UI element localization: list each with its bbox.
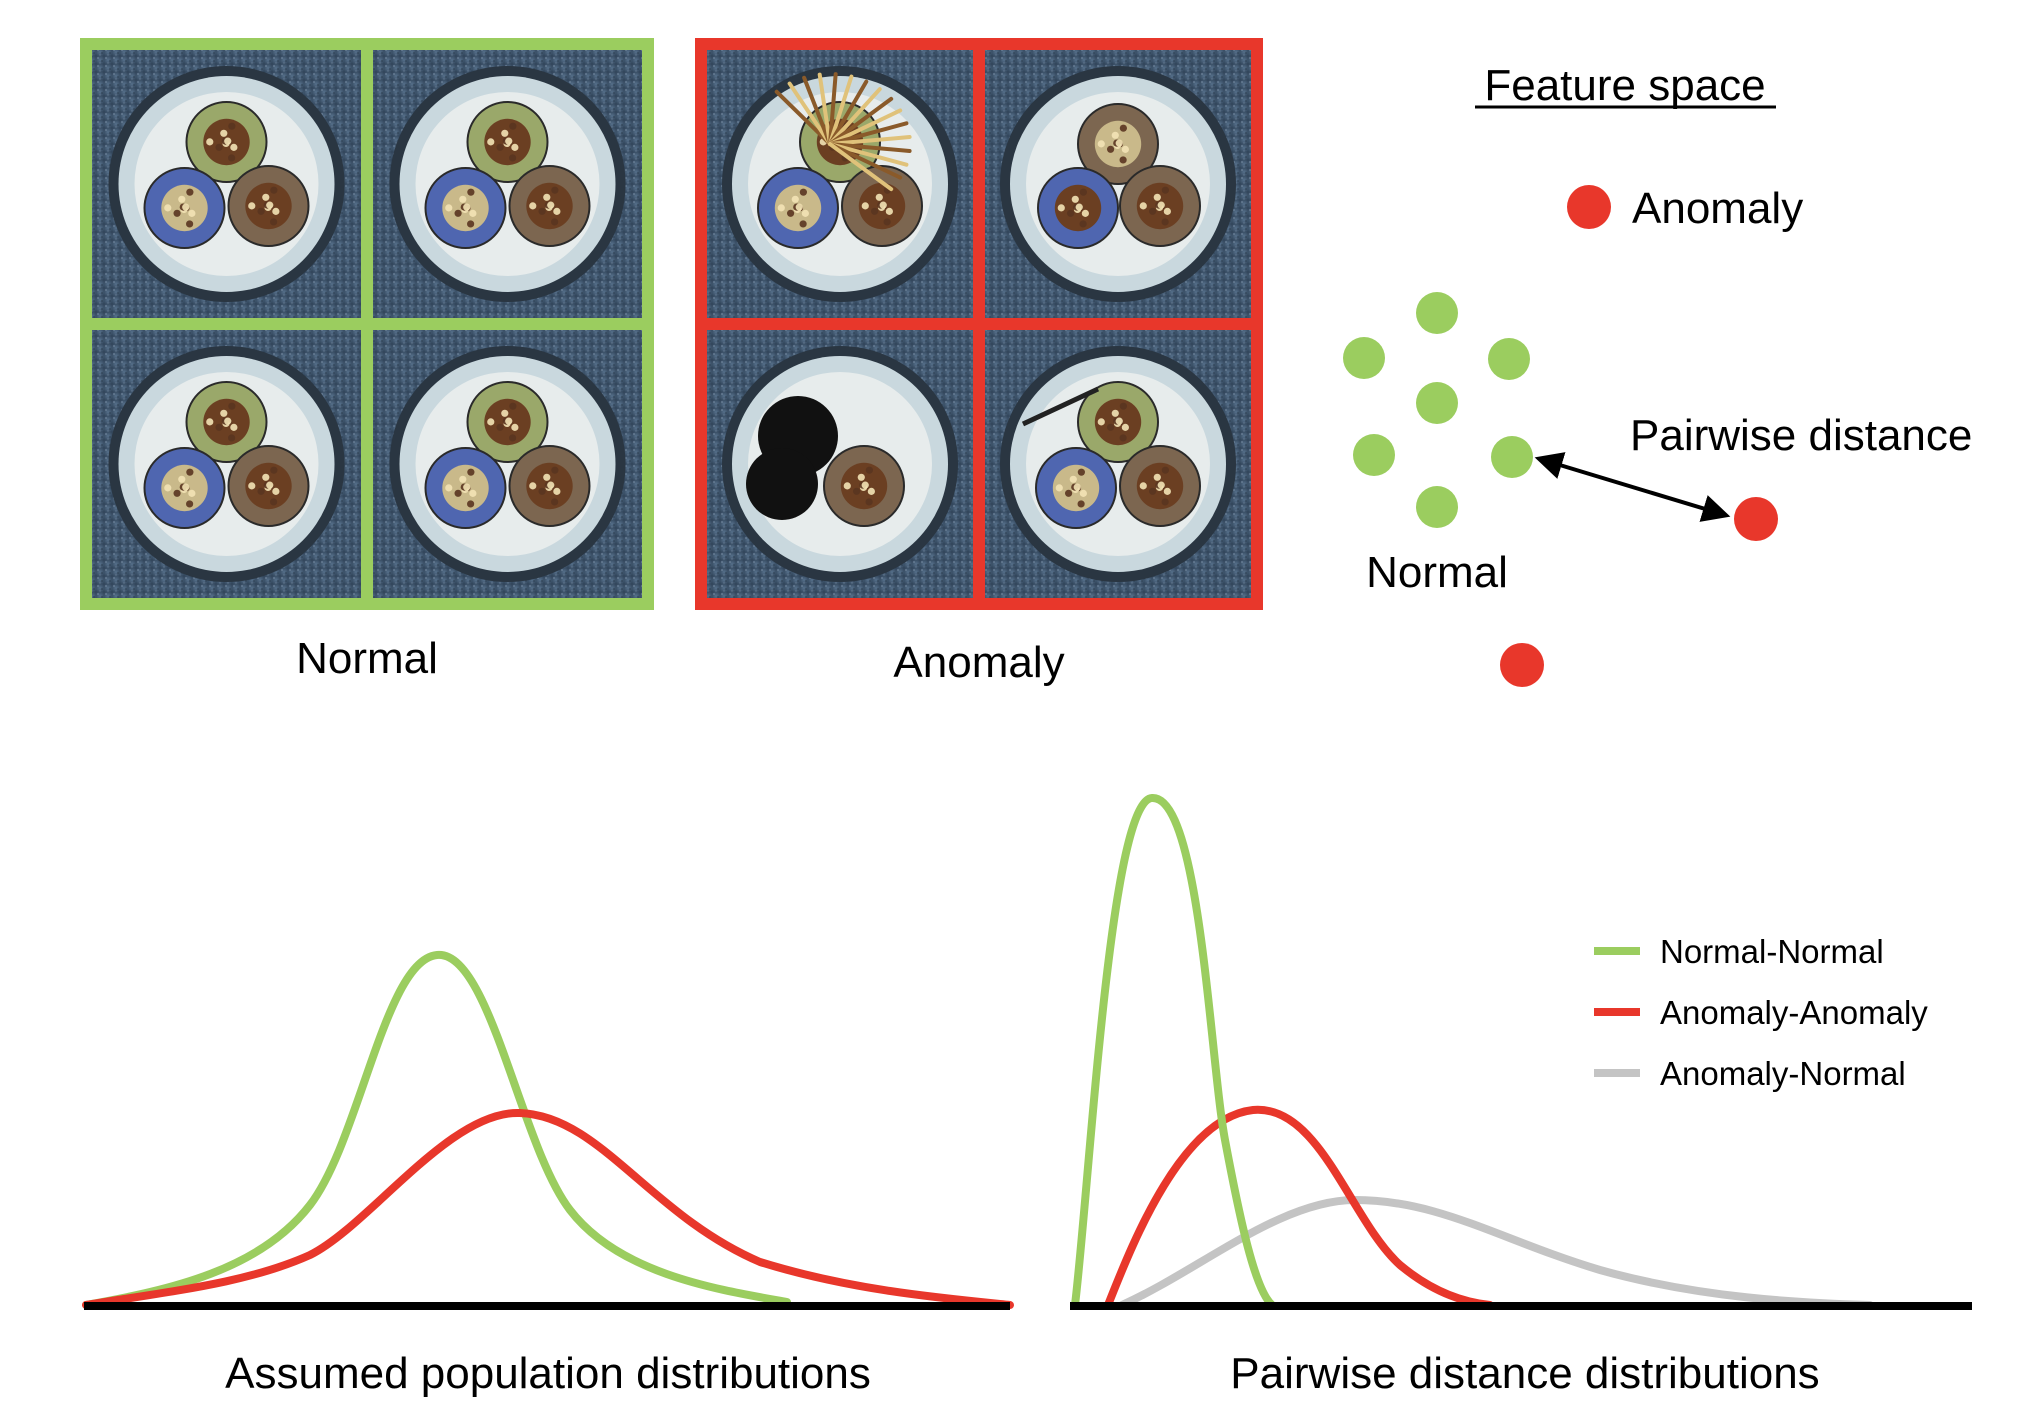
normal-point — [1488, 338, 1530, 380]
anomaly-cable-image — [707, 50, 973, 318]
population-distributions-plot — [82, 951, 1014, 1310]
legend-label-anomaly-anomaly: Anomaly-Anomaly — [1660, 994, 1928, 1031]
anomaly-grid-caption: Anomaly — [893, 638, 1064, 687]
normal-point — [1343, 337, 1385, 379]
normal-point — [1416, 382, 1458, 424]
anomaly-normal-curve — [1118, 1195, 1874, 1309]
feature-space-title: Feature space — [1484, 61, 1765, 110]
normal-normal-curve — [1071, 793, 1276, 1309]
anomaly-cable-image — [985, 330, 1251, 598]
normal-grid-caption: Normal — [296, 634, 438, 683]
pairwise-legend: Normal-Normal Anomaly-Anomaly Anomaly-No… — [1594, 933, 1928, 1092]
normal-cable-image — [92, 330, 361, 598]
pairwise-distributions-caption: Pairwise distance distributions — [1230, 1349, 1819, 1398]
anomaly-population-curve — [82, 1108, 1014, 1309]
normal-point — [1416, 292, 1458, 334]
pairwise-distance-arrow — [1534, 452, 1731, 522]
normal-tiles — [92, 50, 642, 598]
normal-point — [1353, 434, 1395, 476]
anomaly-point — [1500, 643, 1544, 687]
population-distributions-caption: Assumed population distributions — [225, 1349, 871, 1398]
anomaly-cable-image — [985, 50, 1251, 318]
anomaly-tiles — [707, 50, 1251, 598]
legend-label-anomaly-normal: Anomaly-Normal — [1660, 1055, 1906, 1092]
normal-cable-image — [92, 50, 361, 318]
normal-cable-image — [373, 330, 642, 598]
anomaly-image-grid — [695, 38, 1263, 610]
normal-point — [1416, 486, 1458, 528]
anomaly-cable-image — [707, 330, 973, 598]
normal-cluster-label: Normal — [1366, 548, 1508, 597]
legend-label-normal-normal: Normal-Normal — [1660, 933, 1884, 970]
normal-feature-cluster — [1343, 292, 1533, 528]
anomaly-legend-dot — [1567, 185, 1611, 229]
pairwise-distributions-plot: Normal-Normal Anomaly-Anomaly Anomaly-No… — [1070, 793, 1972, 1310]
pairwise-distance-label: Pairwise distance — [1630, 411, 1972, 460]
anomaly-anomaly-curve — [1104, 1105, 1494, 1309]
normal-point — [1491, 436, 1533, 478]
anomaly-legend-label: Anomaly — [1632, 184, 1803, 233]
anomaly-point — [1734, 497, 1778, 541]
normal-population-curve — [82, 951, 791, 1309]
normal-image-grid — [80, 38, 654, 610]
feature-space: Feature space Anomaly Normal Pairwise di… — [1343, 61, 1972, 687]
normal-cable-image — [373, 50, 642, 318]
